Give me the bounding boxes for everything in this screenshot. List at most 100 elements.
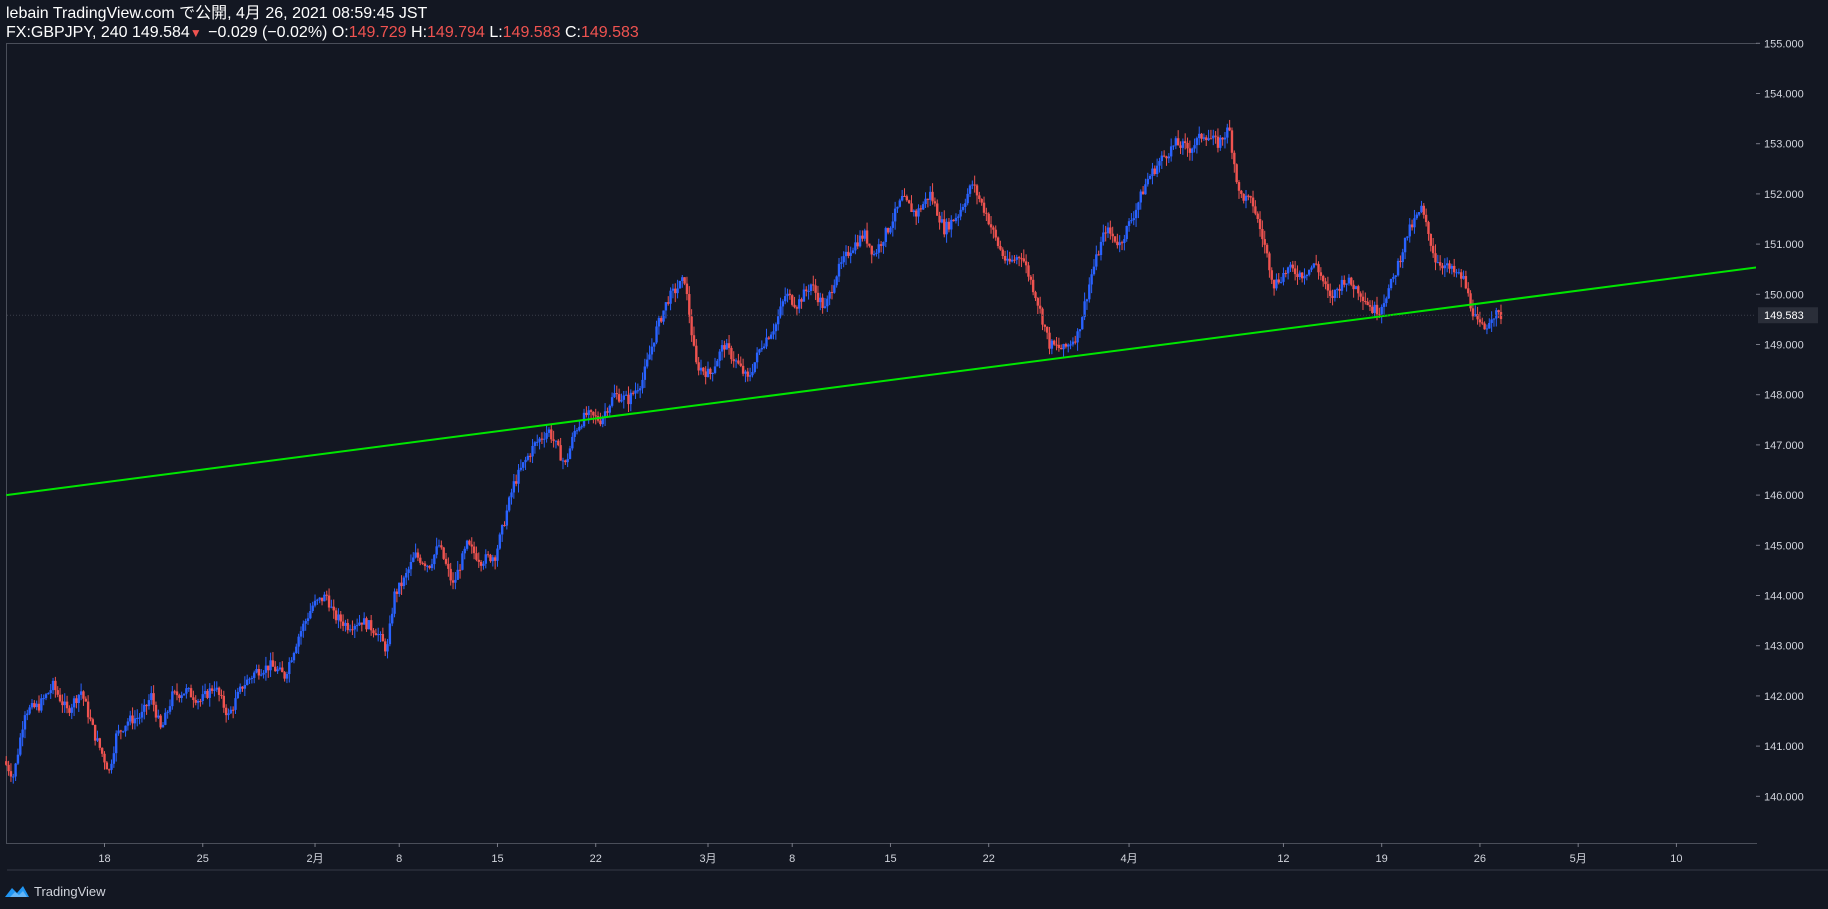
candle-body — [929, 191, 932, 200]
trendline[interactable] — [6, 263, 1782, 497]
candle — [215, 681, 218, 693]
candle — [1490, 311, 1493, 332]
candle — [437, 539, 441, 548]
candle-body — [23, 715, 27, 730]
candle — [451, 572, 455, 590]
candle-body — [16, 754, 20, 764]
candle — [1118, 235, 1121, 253]
candle-body — [37, 703, 41, 711]
candle-body — [372, 630, 375, 634]
candle-body — [498, 534, 502, 549]
candle-body — [702, 367, 705, 372]
candle — [440, 540, 443, 550]
candle-body — [143, 704, 146, 712]
candle — [503, 521, 506, 527]
candle — [1223, 131, 1227, 149]
candle-body — [58, 694, 62, 702]
candle — [536, 434, 539, 447]
candle — [362, 612, 366, 625]
candle — [807, 284, 810, 300]
candle-body — [1233, 152, 1236, 165]
candle — [1495, 307, 1498, 327]
candle — [208, 683, 211, 707]
tradingview-brand[interactable]: TradingView — [34, 883, 106, 899]
candle — [896, 206, 899, 213]
candle — [231, 706, 235, 719]
candle-body — [1284, 273, 1287, 275]
candle — [798, 294, 801, 314]
candle-body — [405, 572, 408, 578]
candle-body — [667, 302, 670, 304]
candle — [1088, 277, 1091, 303]
candle — [1195, 136, 1199, 154]
candle — [1132, 211, 1135, 226]
candle-body — [500, 525, 504, 535]
footer[interactable]: TradingView — [4, 880, 106, 902]
candle — [900, 189, 904, 202]
candle — [922, 201, 925, 211]
candle-body — [814, 285, 817, 293]
candle-body — [491, 557, 495, 562]
candle — [143, 699, 146, 720]
candle-body — [1488, 323, 1491, 329]
candle — [486, 551, 490, 558]
symbol-label[interactable]: FX:GBPJPY, 240 149.584 — [6, 24, 190, 41]
candle-body — [423, 563, 427, 567]
candle-body — [86, 701, 90, 718]
candle-body — [753, 362, 756, 372]
candle-body — [1055, 344, 1058, 346]
candle — [1291, 260, 1294, 272]
candle — [1331, 289, 1334, 306]
candle-body — [1116, 241, 1119, 246]
candle-body — [213, 689, 216, 691]
candle — [79, 683, 83, 701]
candle — [1462, 270, 1465, 280]
candle — [1111, 226, 1114, 243]
candle — [550, 425, 553, 444]
candle-body — [898, 200, 902, 207]
candle-body — [1226, 127, 1229, 138]
candle-body — [685, 283, 689, 295]
x-tick-label: 12 — [1277, 853, 1289, 865]
candle — [709, 367, 712, 380]
candle-body — [1240, 190, 1243, 194]
plot-area[interactable] — [6, 43, 1757, 844]
candle — [1038, 296, 1042, 314]
candle — [75, 695, 78, 709]
candle-body — [1263, 239, 1266, 245]
candle-body — [561, 460, 565, 462]
candle — [723, 340, 726, 358]
candle — [351, 620, 354, 636]
candle-body — [800, 299, 803, 302]
candle-body — [348, 629, 352, 631]
candle-body — [292, 652, 296, 661]
candle — [1174, 136, 1178, 150]
candle — [957, 214, 960, 227]
tradingview-logo-icon[interactable] — [4, 883, 30, 899]
candle — [847, 245, 850, 259]
candle-body — [395, 591, 399, 594]
candle-body — [1396, 260, 1400, 276]
candle-body — [592, 411, 595, 416]
candle — [327, 588, 331, 612]
candle — [1394, 275, 1397, 285]
x-tick-label: 15 — [884, 853, 896, 865]
ohlc-legend[interactable]: FX:GBPJPY, 240 149.584▼ −0.029 (−0.02%) … — [6, 23, 639, 43]
y-tick-label: 146.000 — [1764, 490, 1804, 502]
candle — [1261, 220, 1264, 248]
candle-body — [1268, 253, 1271, 271]
candle — [1006, 250, 1009, 266]
candle — [1352, 280, 1355, 298]
candle — [182, 693, 186, 696]
candle-body — [257, 669, 261, 676]
candle — [355, 618, 359, 632]
candle — [1230, 127, 1234, 160]
candle-body — [828, 292, 831, 299]
candle — [779, 297, 782, 319]
candle-body — [795, 307, 799, 309]
candle-body — [1139, 191, 1142, 203]
candle — [1139, 189, 1142, 210]
price-axis-bg[interactable] — [1756, 44, 1828, 843]
candle — [547, 427, 551, 437]
